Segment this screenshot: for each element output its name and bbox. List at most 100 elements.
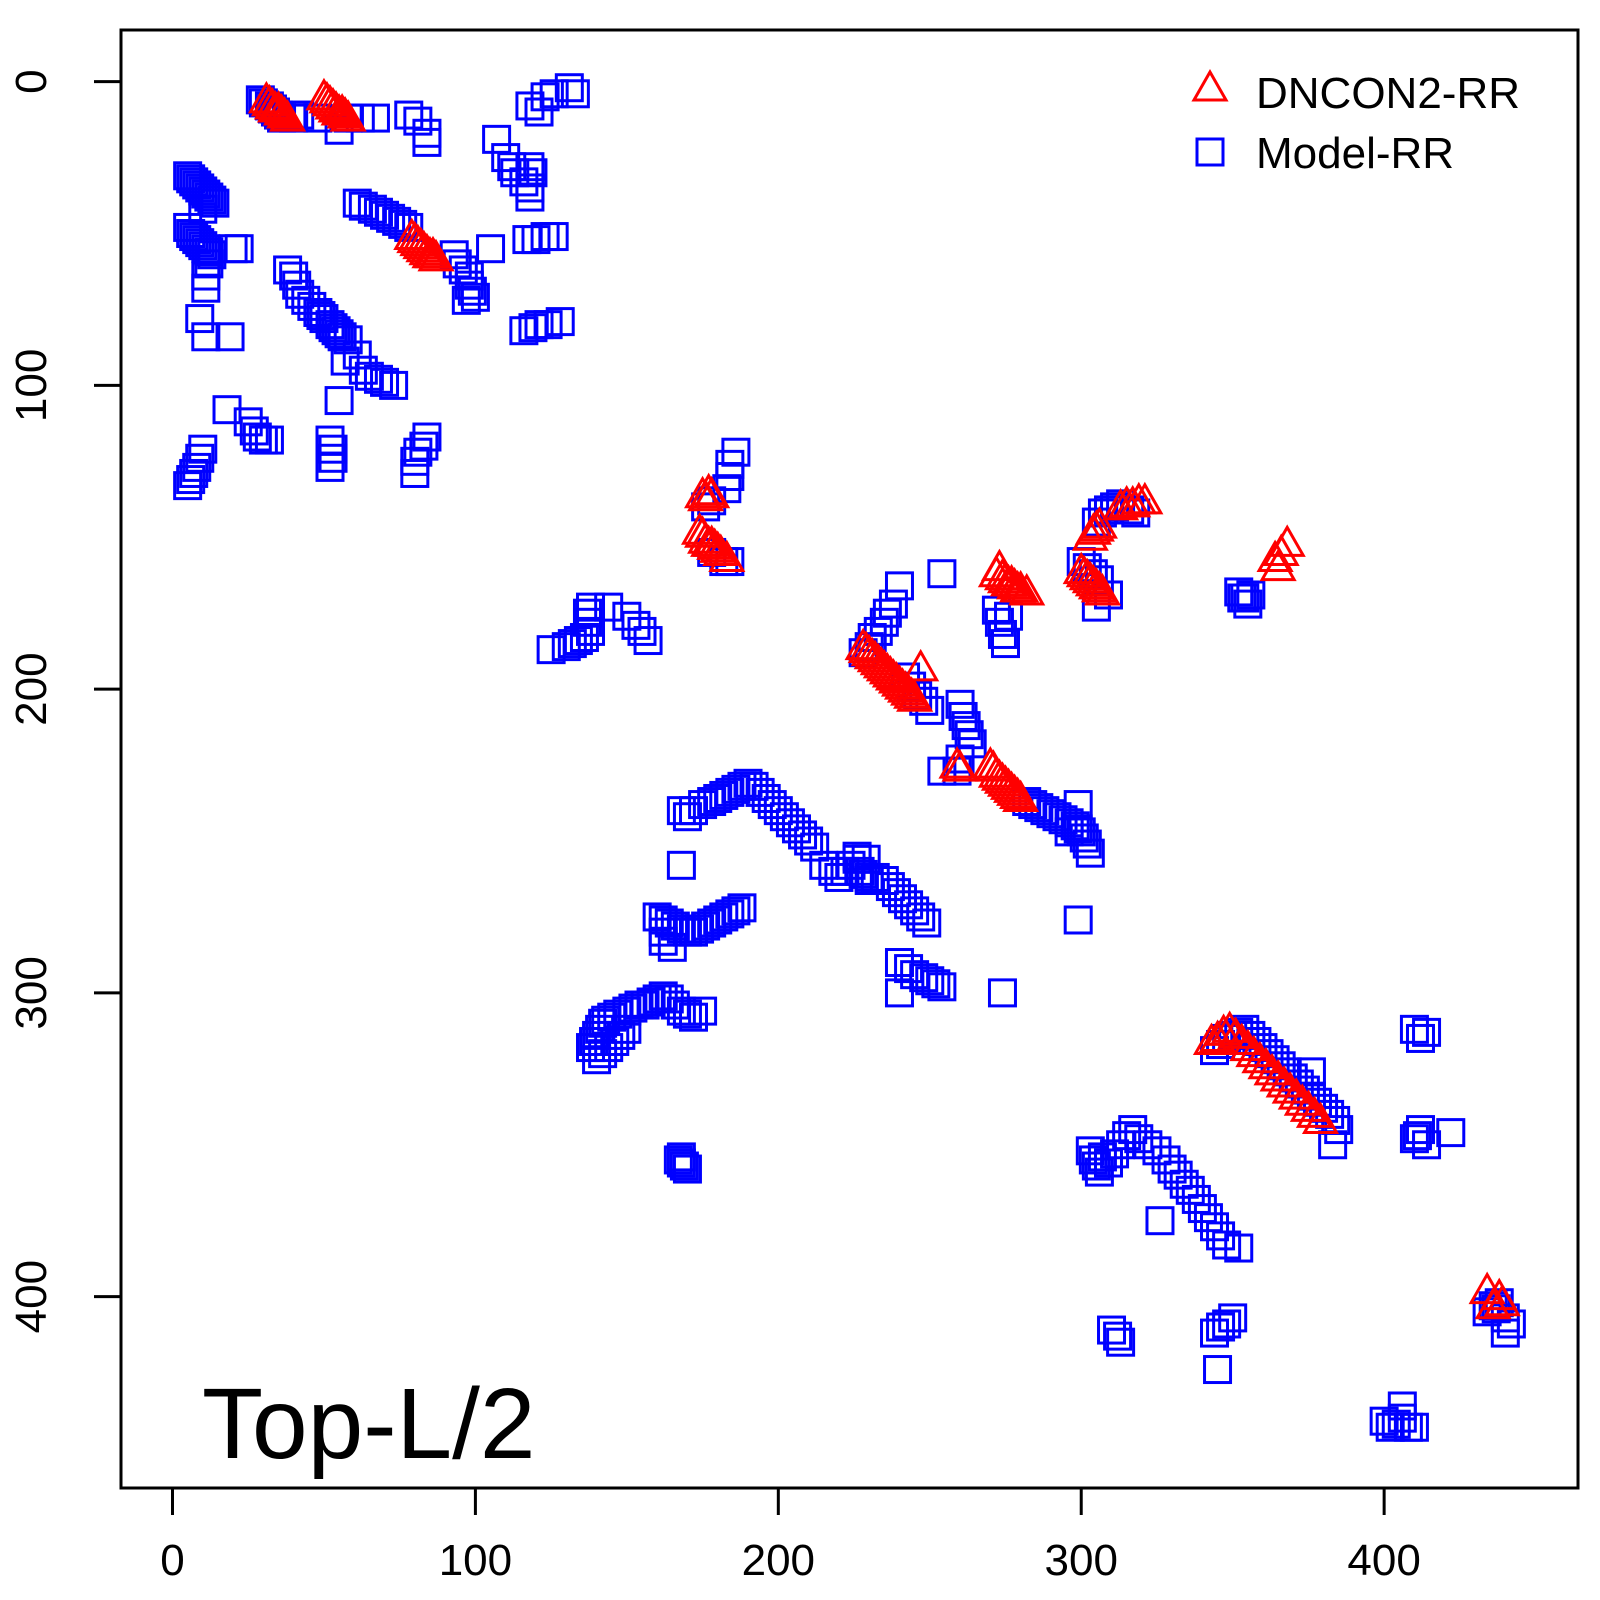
model-rr-point: [515, 182, 545, 212]
dncon2-rr-point: [1002, 569, 1040, 603]
model-rr-point: [569, 623, 599, 652]
model-rr-point: [518, 158, 548, 188]
x-tick-label: 300: [1045, 1536, 1118, 1585]
model-rr-point: [530, 82, 560, 112]
model-rr-point: [1436, 1118, 1466, 1148]
model-rr-point: [1296, 1057, 1326, 1087]
model-rr-point: [1212, 1309, 1242, 1339]
model-rr-point: [1063, 905, 1093, 935]
model-rr-point: [239, 416, 269, 446]
model-rr-point: [315, 452, 345, 482]
model-rr-point: [524, 97, 554, 127]
model-rr-point: [927, 559, 957, 589]
model-rr-point: [536, 635, 566, 665]
model-rr-point: [197, 185, 227, 215]
series-dncon2-rr: [247, 77, 1521, 1320]
model-rr-point: [191, 179, 221, 209]
model-rr-point: [1145, 1206, 1175, 1236]
model-rr-point: [327, 322, 357, 352]
model-rr-point: [539, 222, 569, 252]
model-rr-point: [460, 282, 490, 312]
model-rr-point: [379, 370, 409, 400]
model-rr-point: [354, 361, 384, 391]
dncon2-rr-point: [269, 99, 307, 132]
model-rr-point: [927, 972, 957, 1002]
model-rr-point: [721, 896, 751, 926]
model-rr-point: [412, 127, 442, 157]
model-rr-point: [1118, 1115, 1148, 1145]
model-rr-point: [412, 422, 442, 452]
dncon2-rr-point: [1277, 1077, 1315, 1110]
y-tick-label: 400: [7, 1260, 56, 1333]
model-rr-point: [403, 437, 433, 467]
x-tick-label: 100: [439, 1536, 512, 1585]
model-rr-point: [233, 407, 263, 437]
dncon2-rr-point: [1114, 484, 1152, 518]
dncon2-rr-point: [708, 539, 746, 573]
model-rr-point: [1106, 1327, 1136, 1357]
dncon2-rr-point: [1083, 572, 1122, 606]
legend-label-dncon2-rr: DNCON2-RR: [1256, 69, 1520, 118]
model-rr-point: [594, 592, 624, 622]
model-rr-point: [185, 304, 215, 334]
dncon2-rr-point: [1241, 1040, 1279, 1074]
model-rr-point: [987, 978, 1017, 1008]
dncon2-rr-point: [417, 238, 455, 272]
plot-frame: [119, 28, 1580, 1490]
model-rr-point: [987, 619, 1017, 649]
model-rr-point: [1218, 1303, 1248, 1333]
model-rr-point: [400, 458, 430, 488]
dncon2-rr-point: [1217, 1016, 1255, 1049]
dncon2-rr-point: [1126, 481, 1164, 515]
dncon2-rr-point: [1002, 779, 1040, 812]
model-rr-point: [1142, 1136, 1172, 1166]
model-rr-point: [1405, 1115, 1435, 1145]
model-rr-point: [324, 386, 354, 416]
model-rr-point: [363, 364, 393, 394]
model-rr-point: [1324, 1115, 1354, 1145]
dncon2-rr-point: [1289, 1089, 1327, 1122]
dncon2-rr-point: [1268, 524, 1306, 557]
legend-marker-dncon2-rr: [1191, 68, 1229, 102]
model-rr-point: [927, 756, 957, 786]
model-rr-point: [1412, 1017, 1442, 1047]
model-rr-point: [1224, 1233, 1254, 1263]
dncon2-rr-point: [1259, 548, 1297, 582]
model-rr-point: [1490, 1318, 1520, 1348]
dncon2-rr-point: [896, 679, 934, 712]
dncon2-rr-point: [1192, 1022, 1231, 1055]
model-rr-point: [1103, 1321, 1133, 1351]
model-rr-point: [545, 307, 575, 337]
model-rr-point: [854, 866, 884, 895]
model-rr-point: [1063, 790, 1093, 820]
dncon2-rr-point: [1283, 1083, 1321, 1116]
model-rr-point: [884, 978, 914, 1008]
model-rr-point: [1399, 1412, 1429, 1442]
model-rr-point: [509, 316, 539, 346]
model-rr-point: [282, 270, 312, 300]
model-rr-point: [663, 1145, 693, 1175]
y-tick-label: 300: [7, 956, 56, 1029]
model-rr-point: [554, 73, 584, 103]
model-rr-point: [191, 322, 221, 352]
model-rr-point: [878, 589, 908, 619]
dncon2-rr-point: [1080, 506, 1118, 539]
model-rr-point: [188, 231, 218, 261]
model-rr-point: [1230, 583, 1260, 613]
model-rr-point: [254, 425, 284, 455]
model-rr-point: [318, 443, 348, 473]
model-rr-point: [457, 276, 487, 306]
model-rr-point: [627, 616, 657, 646]
model-rr-point: [215, 322, 245, 352]
model-rr-point: [224, 234, 254, 264]
model-rr-point: [921, 969, 951, 999]
model-rr-point: [1133, 1130, 1163, 1160]
dncon2-rr-point: [1247, 1046, 1285, 1080]
model-rr-point: [185, 443, 215, 473]
y-tick-label: 200: [7, 652, 56, 725]
model-rr-point: [794, 826, 824, 856]
model-rr-point: [1405, 1023, 1435, 1053]
model-rr-point: [1233, 589, 1263, 619]
dncon2-rr-point: [1008, 572, 1046, 606]
dncon2-rr-point: [1205, 1013, 1243, 1046]
